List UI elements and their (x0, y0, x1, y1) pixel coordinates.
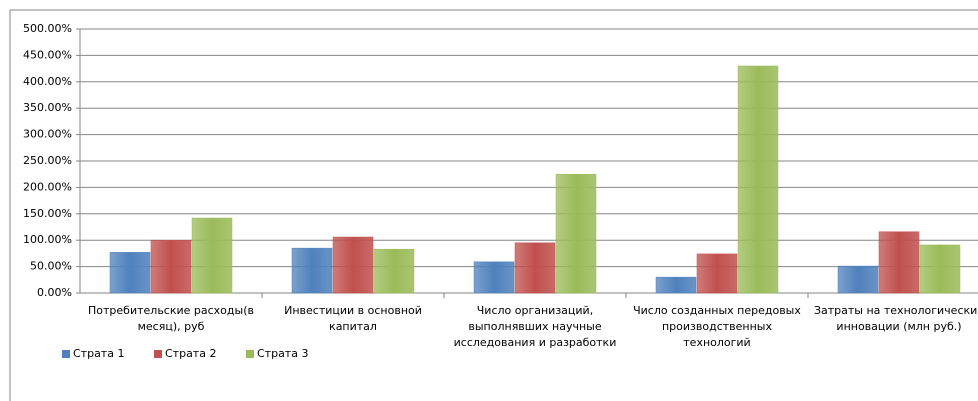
x-tick-label: Инвестиции в основной капитал (284, 304, 422, 333)
bar (696, 253, 738, 294)
bar (837, 265, 879, 294)
legend-label: Страта 2 (165, 347, 216, 360)
y-tick-label: 50.00% (30, 260, 72, 273)
x-tick-label: Число созданных передовых производственн… (633, 304, 801, 349)
legend-swatch (246, 350, 254, 358)
bar (919, 244, 961, 294)
legend-label: Страта 1 (73, 347, 124, 360)
bar (514, 242, 556, 294)
x-tick-label: Число организаций, выполнявших научные и… (453, 304, 617, 349)
y-tick-label: 250.00% (23, 154, 72, 167)
y-tick-label: 0.00% (37, 286, 72, 299)
bar (878, 231, 920, 294)
bar (655, 276, 697, 294)
y-tick-label: 150.00% (23, 207, 72, 220)
bar (109, 252, 151, 294)
bar (373, 248, 415, 294)
bar (555, 173, 597, 294)
x-tick-label: Потребительские расходы(в месяц), руб (88, 304, 254, 333)
bar (150, 239, 192, 294)
bar (737, 65, 779, 294)
y-tick-label: 450.00% (23, 48, 72, 61)
y-tick-label: 300.00% (23, 128, 72, 141)
y-tick-label: 500.00% (23, 22, 72, 35)
legend-label: Страта 3 (257, 347, 308, 360)
y-tick-label: 100.00% (23, 233, 72, 246)
bar (332, 236, 374, 294)
bar (473, 261, 515, 294)
y-tick-label: 200.00% (23, 180, 72, 193)
x-tick-label: Затраты на технологические инновации (мл… (813, 304, 978, 333)
y-tick-label: 350.00% (23, 101, 72, 114)
bar (291, 247, 333, 294)
legend-swatch (62, 350, 70, 358)
legend-swatch (154, 350, 162, 358)
y-tick-label: 400.00% (23, 75, 72, 88)
bar (191, 217, 233, 294)
